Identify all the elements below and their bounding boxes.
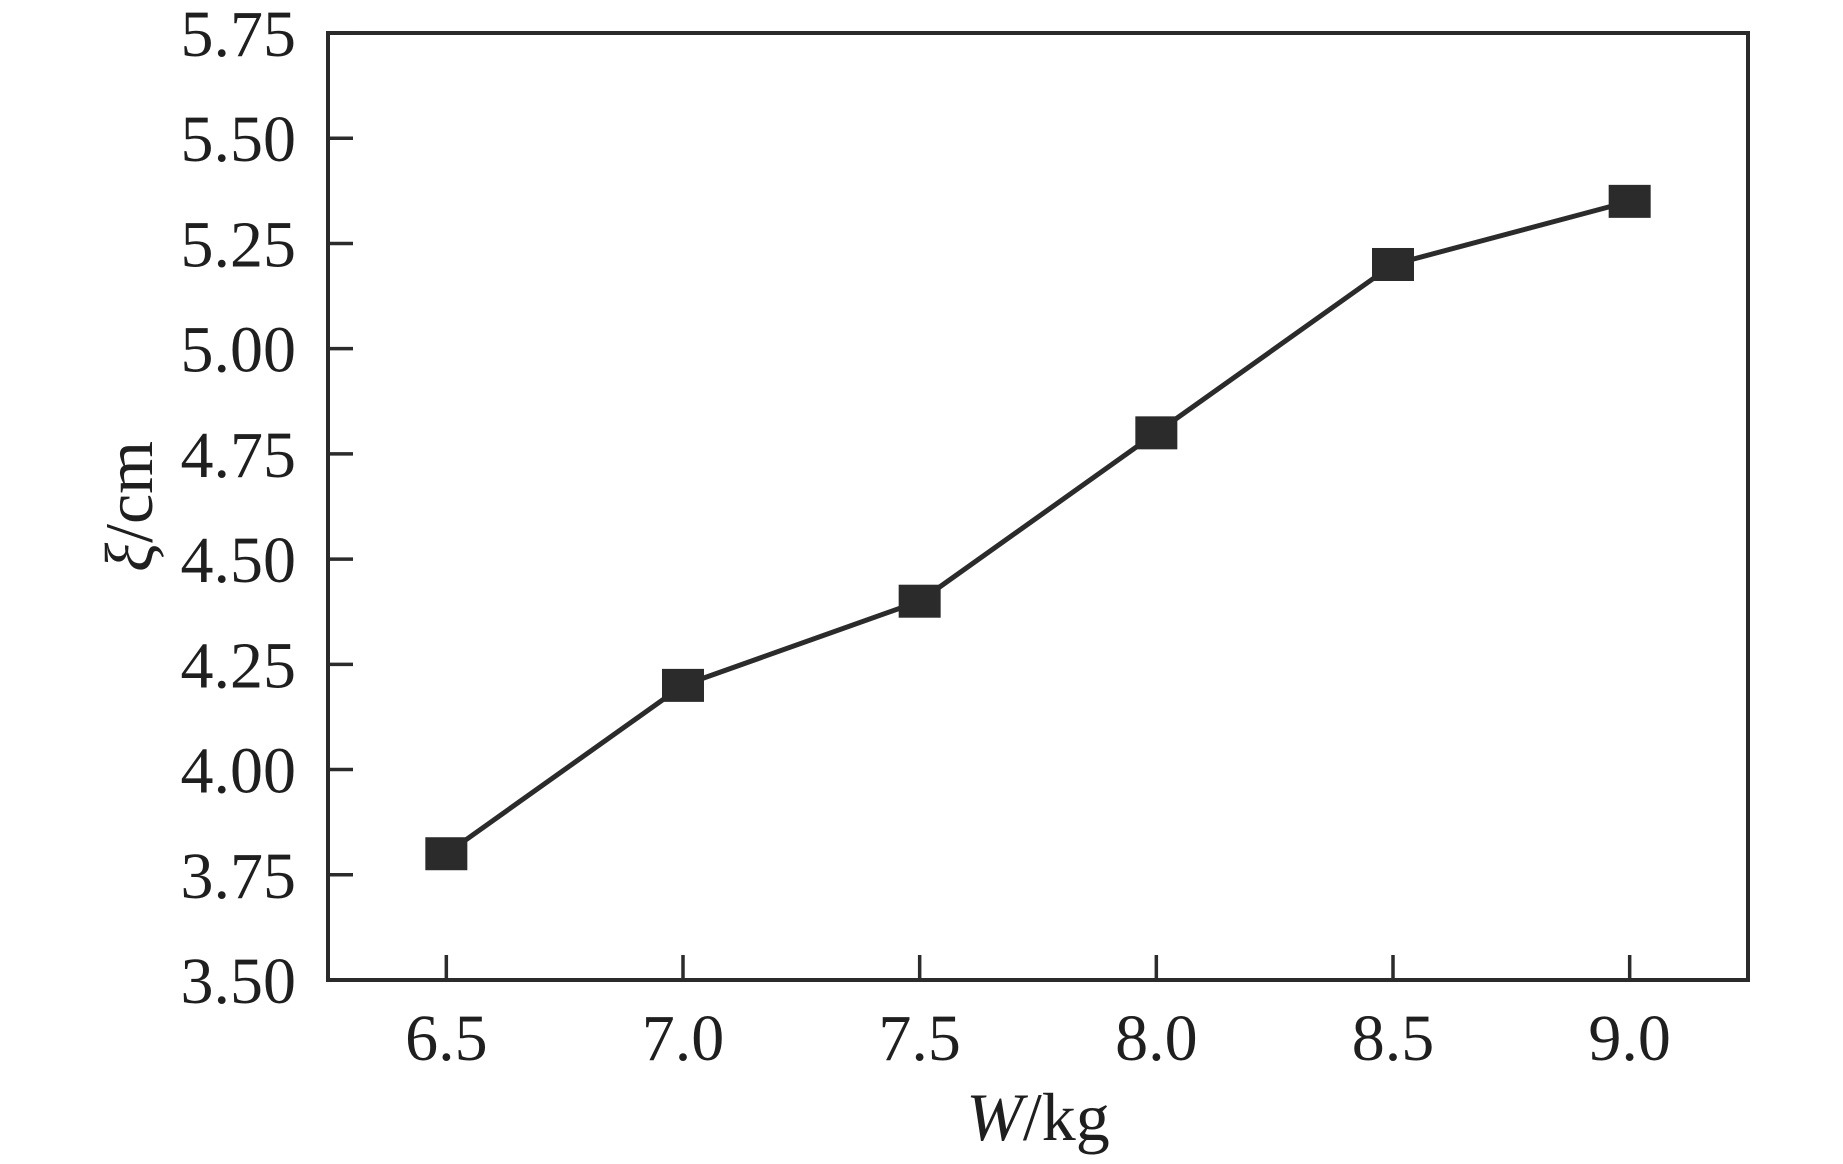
plot-frame <box>326 31 1750 982</box>
x-tick-label: 6.5 <box>405 1002 488 1075</box>
y-tick-label: 3.50 <box>181 945 297 1018</box>
series-line <box>444 198 1631 856</box>
x-tick-label: 7.0 <box>642 1002 725 1075</box>
x-axis-label-variable: W <box>966 1079 1028 1155</box>
data-point-marker <box>898 584 941 618</box>
data-point-marker <box>1135 416 1178 450</box>
data-point-marker <box>1372 247 1414 281</box>
x-tick-label: 9.0 <box>1588 1002 1671 1075</box>
data-point-marker <box>662 668 704 702</box>
x-tick-label: 8.5 <box>1352 1002 1435 1075</box>
y-axis-label-unit: /cm <box>91 441 167 543</box>
y-tick-label: 5.50 <box>181 103 297 176</box>
y-tick-label: 4.00 <box>181 735 297 808</box>
y-axis-label: ξ/cm <box>91 441 167 572</box>
x-tick-label: 7.5 <box>878 1002 961 1075</box>
y-axis-label-variable: ξ <box>91 542 167 572</box>
y-tick-label: 5.75 <box>181 0 297 71</box>
data-point-marker <box>1608 184 1651 218</box>
data-point-marker <box>425 837 468 871</box>
x-axis-label-unit: /kg <box>1023 1079 1110 1155</box>
x-tick-label: 8.0 <box>1115 1002 1198 1075</box>
x-axis-label: W/kg <box>966 1079 1110 1155</box>
y-tick-label: 3.75 <box>181 840 297 913</box>
y-tick-label: 4.75 <box>181 419 297 492</box>
y-tick-label: 4.25 <box>181 629 297 702</box>
y-tick-label: 5.00 <box>181 314 297 387</box>
y-tick-label: 5.25 <box>181 208 297 281</box>
y-tick-label: 4.50 <box>181 524 297 597</box>
